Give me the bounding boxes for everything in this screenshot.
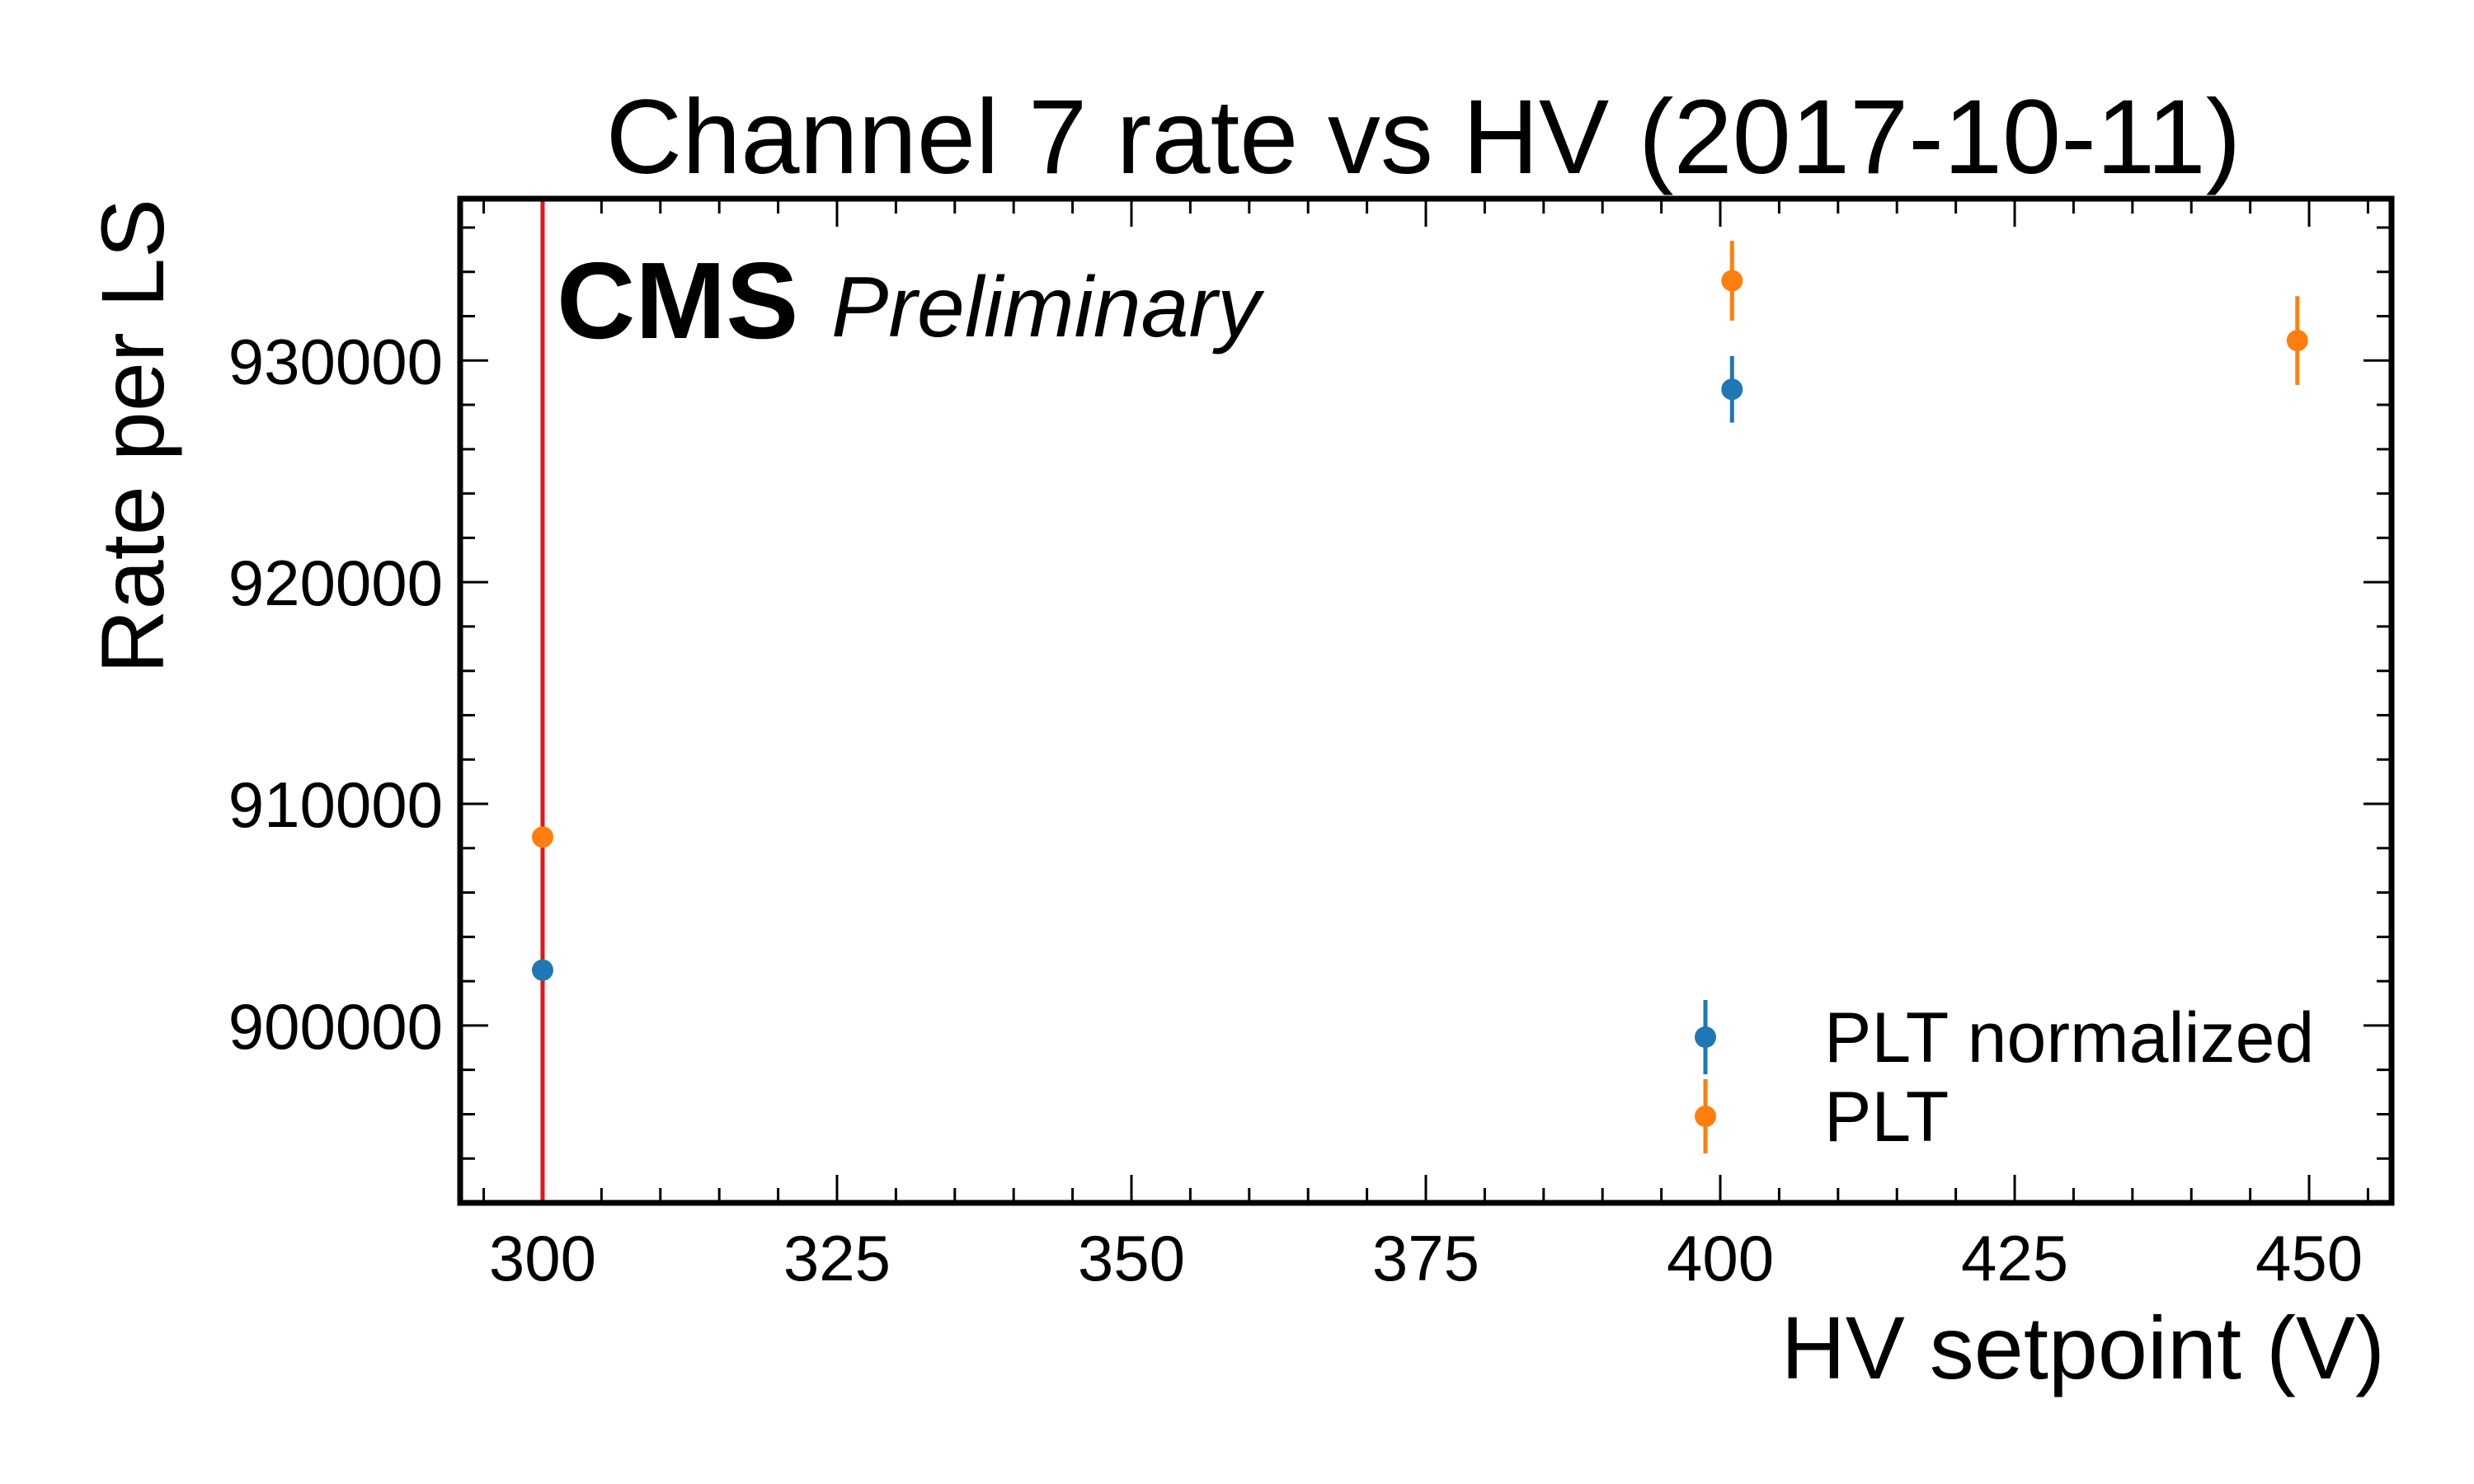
y-tick-label: 930000	[228, 325, 443, 397]
x-tick-label: 325	[783, 1222, 891, 1294]
data-point	[531, 826, 553, 848]
y-tick-labels: 900000 910000 920000 930000	[228, 325, 443, 1063]
y-tick-label: 910000	[228, 768, 443, 841]
x-tick-label: 300	[489, 1222, 596, 1294]
x-tick-label: 425	[1961, 1222, 2068, 1294]
plot-frame	[457, 195, 2395, 1206]
y-tick-label: 920000	[228, 547, 443, 619]
x-tick-label: 400	[1667, 1222, 1774, 1294]
y-tick-label: 900000	[228, 990, 443, 1063]
preliminary-label: Preliminary	[831, 260, 1265, 355]
x-tick-label: 375	[1372, 1222, 1479, 1294]
x-tick-label: 450	[2255, 1222, 2363, 1294]
legend-marker	[1695, 1026, 1716, 1048]
legend-marker	[1695, 1106, 1716, 1127]
data-point	[1721, 270, 1743, 292]
data-marks	[531, 199, 2308, 1203]
legend-label: PLT	[1824, 1078, 1949, 1157]
legend-label: PLT normalized	[1824, 998, 2314, 1078]
data-point	[531, 959, 553, 981]
chart-title: Channel 7 rate vs HV (2017-10-11)	[606, 78, 2241, 196]
x-axis-label: HV setpoint (V)	[1781, 1298, 2385, 1397]
data-point	[1721, 378, 1743, 401]
x-tick-labels: 300 325 350 375 400 425 450	[489, 1222, 2363, 1294]
cms-label: CMS	[557, 240, 798, 361]
plot-area	[460, 199, 2392, 1205]
y-axis-label: Rate per LS	[82, 199, 182, 674]
data-point	[2286, 330, 2308, 352]
x-tick-label: 350	[1078, 1222, 1185, 1294]
